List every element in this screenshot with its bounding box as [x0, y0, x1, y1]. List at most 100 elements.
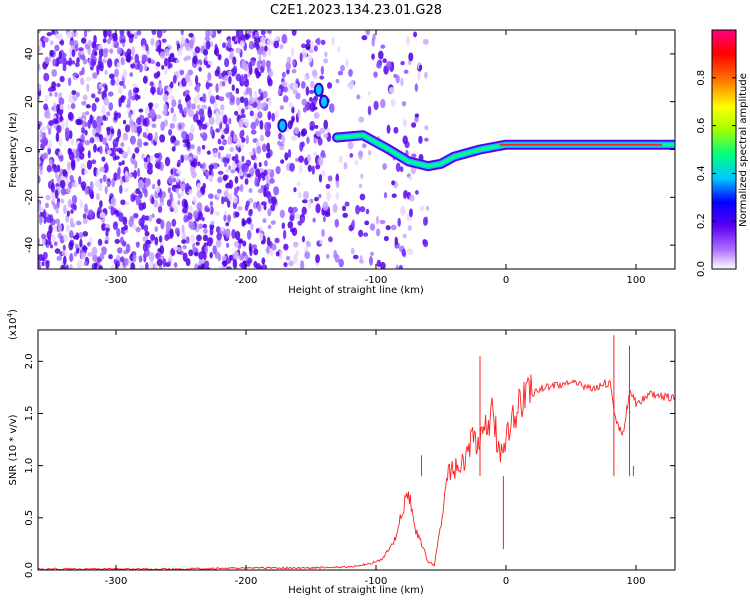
- spectrogram-noise-blob: [301, 199, 308, 204]
- spectrogram-noise-blob: [301, 49, 307, 59]
- spectrogram-noise-blob: [136, 167, 141, 178]
- spectrogram-noise-blob: [188, 205, 193, 214]
- spectrogram-noise-blob: [66, 31, 73, 39]
- spectrogram-noise-blob: [297, 109, 301, 119]
- spectrogram-noise-blob: [309, 80, 315, 89]
- spectrogram-noise-blob: [223, 75, 228, 82]
- spectrogram-noise-blob: [186, 100, 192, 110]
- spectrogram-noise-blob: [173, 262, 178, 268]
- spectrogram-noise-blob: [296, 181, 301, 187]
- spectrogram-noise-blob: [424, 137, 429, 142]
- snr-x-tick-label: -100: [365, 576, 388, 587]
- spectrogram-noise-blob: [294, 126, 300, 135]
- spectrogram-noise-blob: [83, 30, 88, 38]
- spectrogram-noise-blob: [315, 164, 321, 170]
- spectrogram-noise-blob: [194, 74, 199, 85]
- spectrogram-noise-blob: [253, 91, 258, 99]
- spectrogram-noise-blob: [224, 228, 231, 239]
- spectrogram-noise-blob: [386, 60, 393, 69]
- spectrogram-noise-blob: [38, 202, 41, 213]
- spectrogram-noise-blob: [87, 150, 91, 159]
- spectrogram-noise-blob: [324, 51, 328, 58]
- spectrogram-noise-blob: [129, 72, 133, 77]
- spectrogram-noise-blob: [281, 134, 286, 144]
- spectrogram-noise-blob: [201, 216, 205, 222]
- spectrogram-noise-blob: [365, 30, 371, 36]
- spectrogram-noise-blob: [230, 50, 234, 58]
- spectrogram-noise-blob: [203, 228, 208, 234]
- spectrogram-noise-blob: [180, 130, 187, 140]
- spectrogram-noise-blob: [209, 41, 214, 48]
- spectrogram-noise-blob: [309, 101, 316, 112]
- spectrogram-noise-blob: [69, 174, 74, 181]
- spectrogram-noise-blob: [120, 199, 126, 206]
- spectrogram-noise-blob: [120, 57, 125, 66]
- spectrogram-noise-blob: [91, 93, 96, 99]
- spectrogram-noise-blob: [234, 153, 239, 164]
- spectrogram-noise-blob: [132, 108, 136, 117]
- snr-panel: -300 -200 -100 0 100 0.0 0.5 1.0 1.5 2.0 Height …: [6, 309, 676, 596]
- spectrogram-noise-blob: [99, 200, 103, 208]
- spectrogram-noise-blob: [180, 35, 186, 45]
- spectrogram-noise-blob: [301, 43, 306, 49]
- spectrogram-noise-blob: [132, 87, 139, 94]
- snr-x-label: Height of straight line (km): [288, 585, 424, 596]
- spectrogram-noise-blob: [190, 144, 195, 150]
- spectrogram-noise-blob: [220, 134, 225, 140]
- spectrogram-noise-blob: [65, 264, 70, 269]
- snr-y-scale-base: (x10: [8, 317, 19, 340]
- spectrogram-noise-blob: [128, 89, 133, 100]
- spectrogram-noise-blob: [261, 143, 267, 153]
- spectrogram-noise-blob: [424, 71, 428, 79]
- spectrogram-noise-blob: [106, 149, 112, 155]
- spectrogram-noise-blob: [174, 227, 180, 235]
- spectrogram-noise-blob: [295, 157, 300, 162]
- spectrogram-noise-blob: [266, 38, 273, 46]
- spectrogram-noise-blob: [105, 145, 109, 150]
- spectrogram-noise-blob: [61, 250, 66, 256]
- spectrogram-noise-blob: [378, 50, 384, 60]
- colorbar-frame: [711, 29, 737, 270]
- spectrogram-noise-blob: [65, 187, 71, 194]
- spectrogram-y-tick-label: 0: [24, 146, 35, 152]
- spectrogram-noise-blob: [138, 108, 144, 113]
- spectrogram-noise-blob: [192, 195, 197, 205]
- spectrogram-noise-blob: [240, 140, 245, 150]
- spectrogram-noise-blob: [352, 254, 359, 260]
- spectrogram-noise-blob: [292, 89, 298, 95]
- spectrogram-noise-blob: [125, 103, 131, 109]
- spectrogram-noise-blob: [239, 40, 245, 48]
- spectrogram-noise-blob: [102, 48, 109, 54]
- spectrogram-noise-blob: [86, 30, 92, 33]
- spectrogram-noise-blob: [291, 106, 295, 114]
- spectrogram-noise-blob: [104, 235, 110, 242]
- spectrogram-noise-blob: [77, 118, 83, 126]
- spectrogram-noise-blob: [132, 83, 138, 88]
- spectrogram-noise-blob: [181, 239, 187, 244]
- spectrogram-noise-blob: [44, 109, 51, 119]
- spectrogram-noise-blob: [282, 95, 289, 103]
- spectrogram-noise-blob: [254, 32, 260, 38]
- spectrogram-noise-blob: [235, 87, 240, 94]
- spectrogram-noise-blob: [386, 124, 391, 134]
- spectrogram-noise-blob: [41, 233, 47, 240]
- colorbar: 0.0 0.2 0.4 0.6 0.8 Normalized spectral ampl…: [696, 29, 749, 277]
- spectrogram-noise-blob: [201, 144, 206, 150]
- spectrogram-noise-blob: [168, 129, 173, 136]
- spectrogram-noise-blob: [101, 223, 107, 232]
- spectrogram-noise-blob: [222, 157, 228, 163]
- spectrogram-noise-blob: [183, 199, 188, 209]
- spectrogram-noise-blob: [221, 140, 227, 146]
- spectrogram-noise-blob: [287, 206, 294, 214]
- spectrogram-noise-blob: [254, 67, 259, 75]
- spectrogram-noise-blob: [359, 206, 366, 213]
- spectrogram-noise-blob: [376, 61, 382, 69]
- spectrogram-noise-blob: [271, 112, 276, 122]
- snr-x-tick-label: 0: [503, 576, 509, 587]
- spectrogram-noise-blob: [234, 211, 240, 218]
- spectrogram-noise-blob: [267, 224, 272, 230]
- spectrogram-noise-blob: [122, 119, 127, 125]
- spectrogram-noise-blob: [76, 260, 83, 269]
- spectrogram-noise-blob: [289, 214, 295, 222]
- spectrogram-noise-blob: [184, 73, 191, 83]
